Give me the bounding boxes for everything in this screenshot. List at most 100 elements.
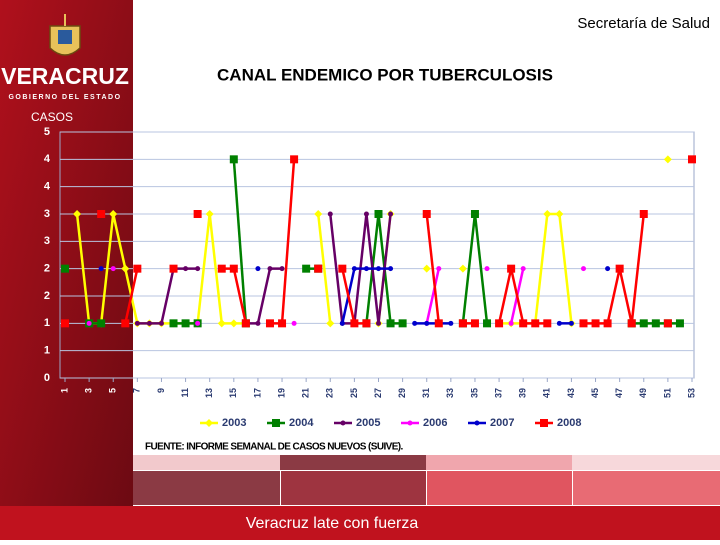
data-point — [627, 319, 636, 328]
y-tick-label: 1 — [44, 345, 50, 357]
data-point — [543, 319, 552, 328]
data-point — [97, 210, 106, 218]
source-note: FUENTE: INFORME SEMANAL DE CASOS NUEVOS … — [145, 442, 404, 453]
data-point — [183, 266, 189, 272]
x-tick-label: 21 — [301, 388, 311, 398]
data-point — [217, 319, 226, 328]
series-line — [425, 213, 441, 324]
data-point — [169, 319, 178, 328]
y-tick-label: 2 — [44, 290, 50, 302]
data-point — [267, 266, 273, 272]
data-point — [193, 210, 202, 218]
data-point — [495, 319, 504, 328]
data-point — [688, 155, 696, 164]
data-point — [350, 319, 359, 328]
state-name: VERACRUZ — [1, 63, 129, 89]
data-point — [556, 320, 562, 326]
data-point — [97, 319, 106, 328]
x-tick-label: 19 — [276, 388, 286, 398]
panel — [426, 455, 572, 470]
x-tick-label: 27 — [373, 388, 383, 398]
data-point — [326, 319, 335, 328]
legend-marker — [407, 420, 413, 426]
data-point — [291, 320, 297, 326]
x-tick-label: 15 — [228, 388, 238, 398]
data-point — [314, 210, 323, 218]
data-point — [181, 319, 190, 328]
data-point — [98, 266, 104, 272]
x-tick-label: 37 — [493, 388, 503, 398]
data-point — [158, 320, 164, 326]
data-point — [121, 264, 130, 273]
data-point — [615, 264, 624, 273]
x-tick-label: 5 — [108, 388, 118, 393]
data-point — [579, 319, 588, 328]
data-point — [61, 319, 69, 328]
data-point — [531, 319, 540, 328]
data-point — [195, 320, 201, 326]
data-point — [422, 210, 431, 218]
data-point — [265, 319, 274, 328]
data-point — [458, 319, 467, 328]
series-line — [316, 213, 332, 324]
government: GOBIERNO DEL ESTADO — [8, 94, 121, 101]
x-tick-label: 7 — [132, 388, 142, 393]
legend-label: 2005 — [356, 417, 380, 429]
data-point — [374, 210, 383, 218]
data-point — [73, 210, 82, 218]
series-line — [425, 268, 441, 324]
y-tick-label: 4 — [44, 153, 51, 165]
data-point — [339, 320, 345, 326]
x-tick-label: 3 — [83, 388, 93, 393]
data-point — [422, 264, 431, 273]
data-point — [229, 264, 238, 273]
data-point — [61, 264, 69, 273]
x-tick-label: 35 — [469, 388, 479, 398]
data-point — [639, 210, 648, 218]
x-tick-label: 45 — [590, 388, 600, 398]
series-line — [124, 268, 139, 324]
data-point — [603, 319, 612, 328]
data-point — [543, 210, 552, 218]
panel — [133, 455, 280, 470]
panel — [281, 471, 426, 505]
legend-label: 2008 — [557, 417, 581, 429]
data-point — [134, 320, 140, 326]
data-point — [146, 320, 152, 326]
panel — [572, 455, 720, 470]
data-point — [663, 155, 672, 164]
legend-label: 2007 — [490, 417, 514, 429]
data-point — [412, 320, 418, 326]
data-point — [639, 319, 648, 328]
y-tick-label: 2 — [44, 263, 50, 275]
legend-label: 2006 — [423, 417, 447, 429]
data-point — [205, 210, 214, 218]
y-tick-label: 0 — [44, 372, 50, 384]
footer-panels — [0, 455, 720, 540]
data-point — [110, 266, 116, 272]
panel — [0, 506, 720, 540]
y-tick-label: 1 — [44, 317, 50, 329]
data-point — [458, 264, 467, 273]
data-point — [169, 264, 178, 273]
legend-marker — [474, 420, 480, 426]
data-point — [195, 266, 201, 272]
data-point — [279, 266, 285, 272]
legend-marker — [340, 420, 346, 426]
legend-marker — [540, 419, 548, 427]
organization: Secretaría de Salud — [577, 15, 710, 32]
data-point — [436, 266, 442, 272]
legend-marker — [272, 419, 280, 427]
y-axis-label: CASOS — [31, 110, 73, 124]
data-point — [484, 266, 490, 272]
data-point — [314, 264, 323, 273]
x-tick-label: 11 — [180, 388, 190, 398]
data-point — [483, 319, 492, 328]
data-point — [424, 320, 430, 326]
data-point — [663, 319, 672, 328]
chart-title: CANAL ENDEMICO POR TUBERCULOSIS — [217, 65, 553, 84]
legend-label: 2003 — [222, 417, 246, 429]
x-tick-label: 17 — [252, 388, 262, 398]
data-point — [591, 319, 600, 328]
x-tick-label: 25 — [349, 388, 359, 398]
